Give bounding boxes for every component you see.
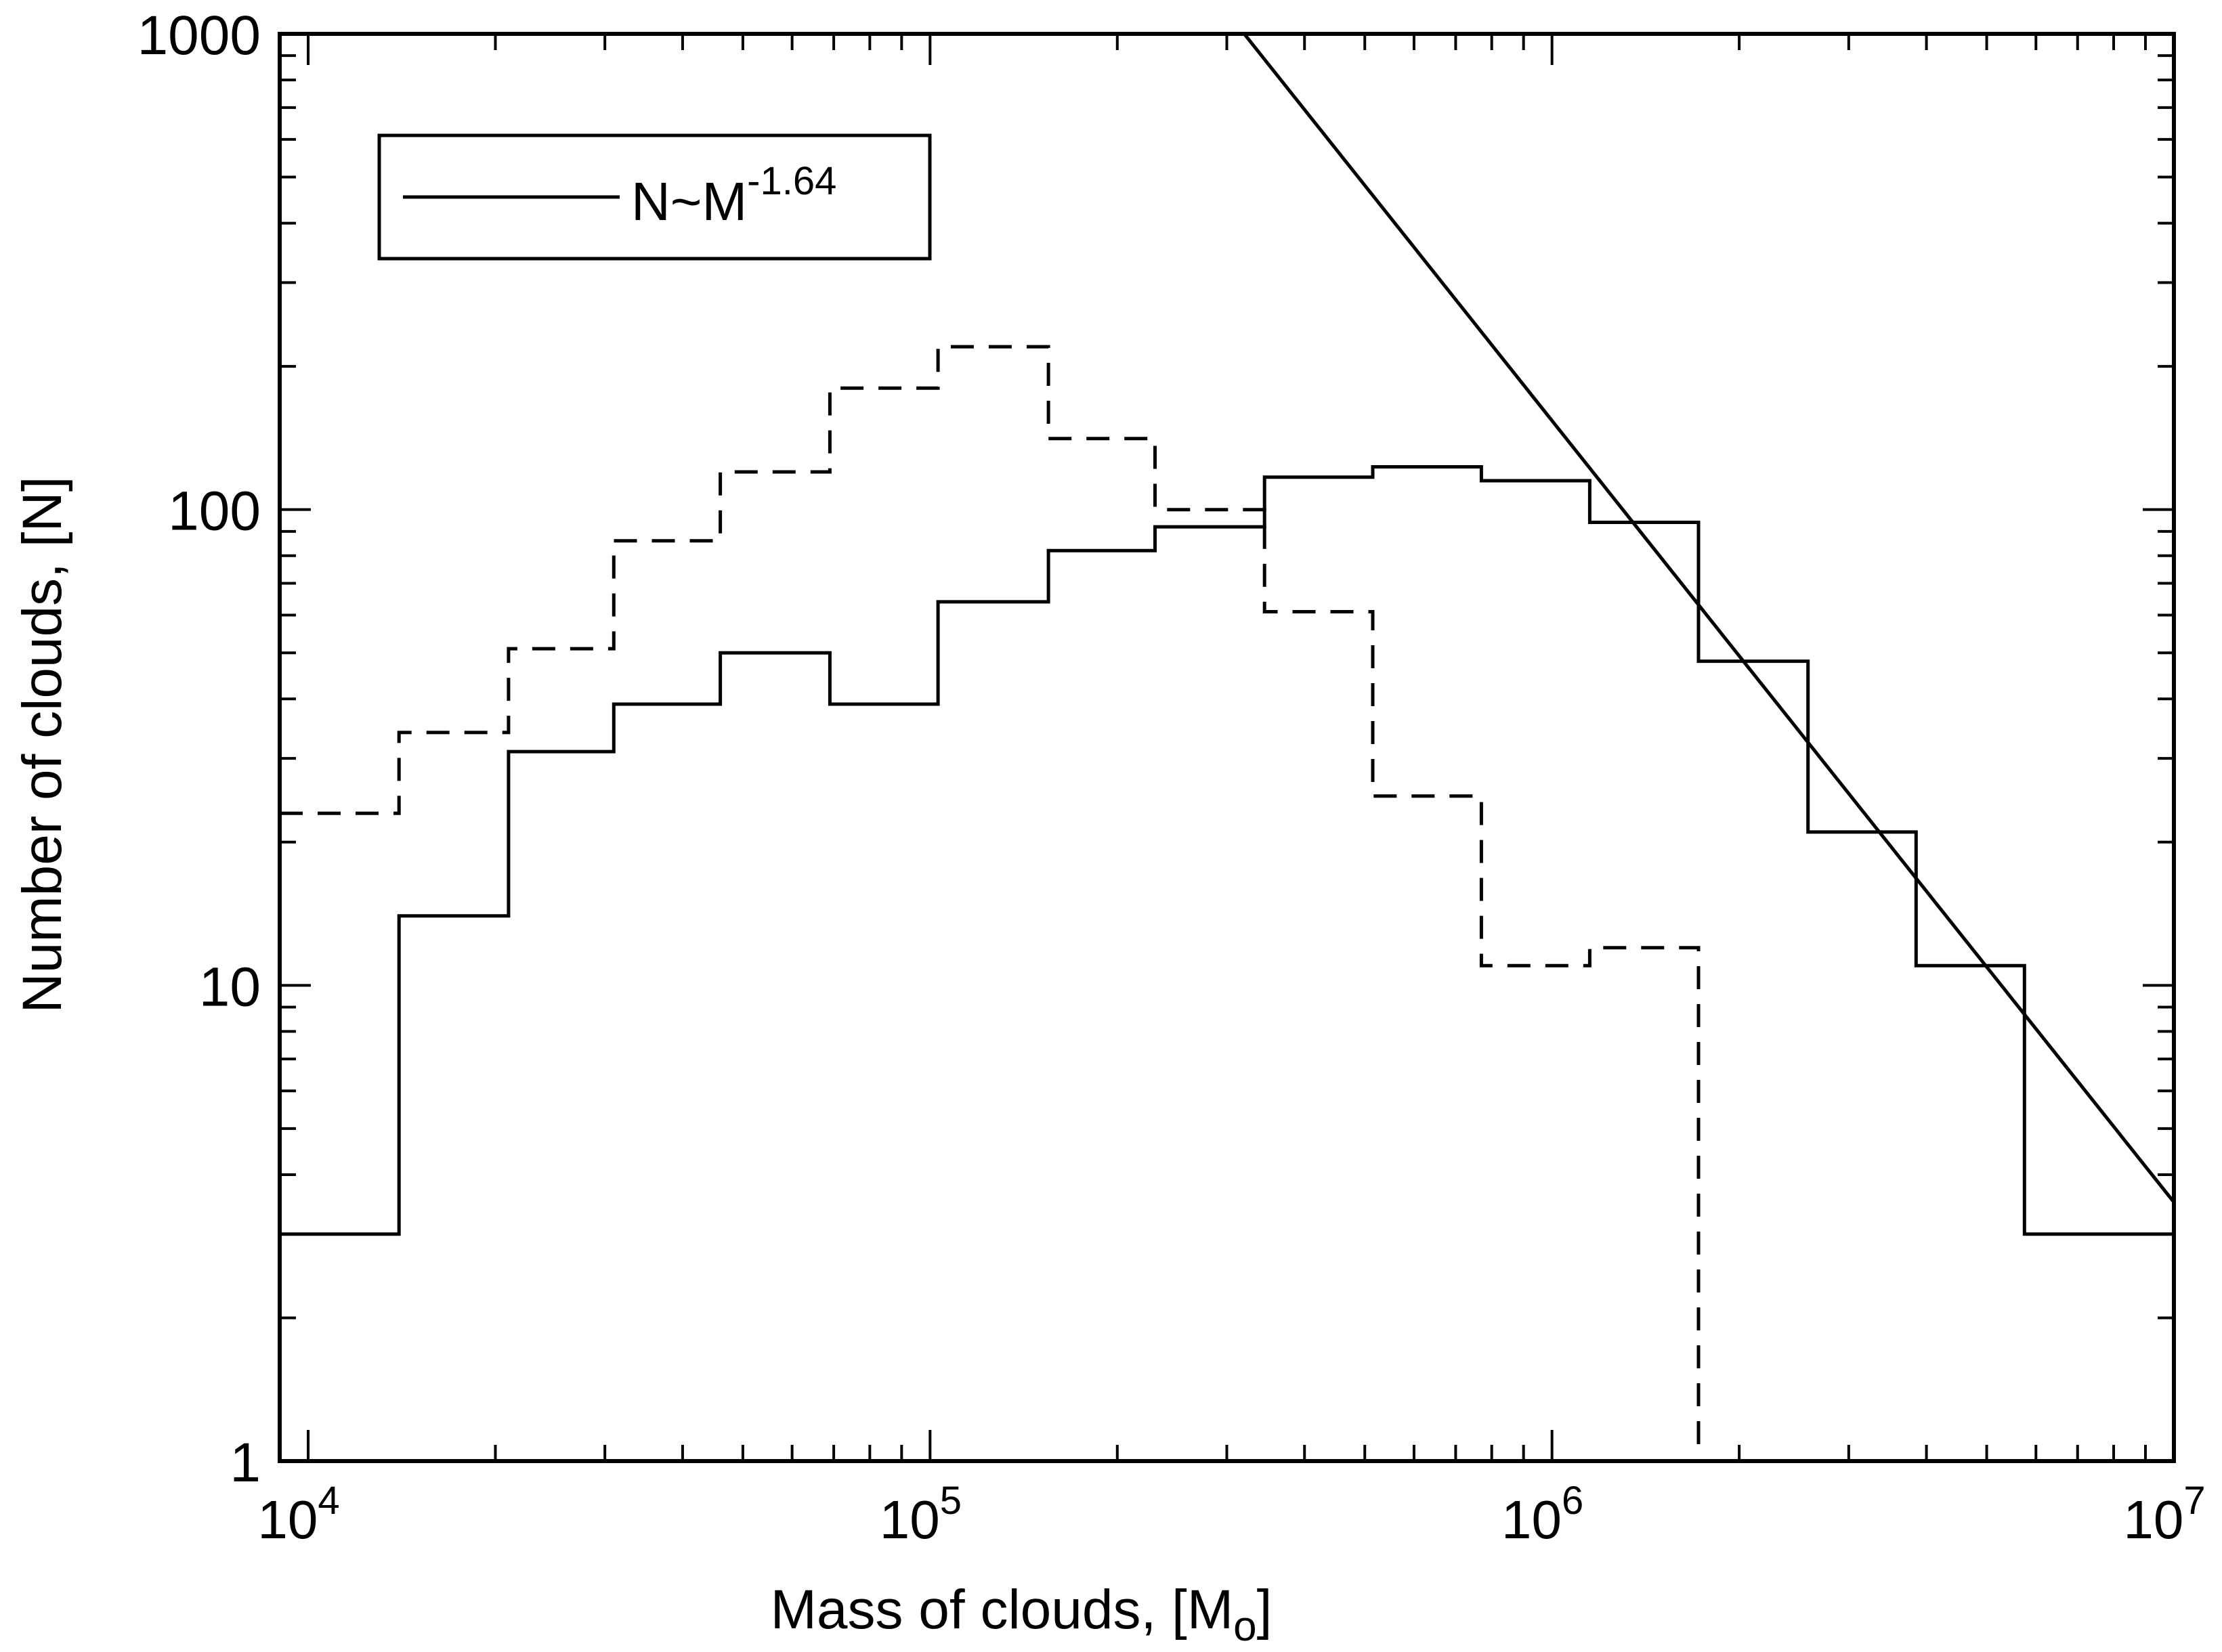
x-tick-label: 105 — [880, 1479, 962, 1550]
x-tick-label: 107 — [2123, 1479, 2205, 1550]
x-axis-title-subscript: o — [1233, 1603, 1256, 1650]
y-tick-label: 10 — [199, 956, 261, 1018]
y-tick-label: 100 — [168, 481, 261, 542]
legend-entry-powerlaw: N~M-1.64 — [631, 159, 836, 232]
legend: N~M-1.64 — [377, 133, 932, 261]
x-axis-title-end: ] — [1257, 1579, 1273, 1640]
x-tick-label-base: 10 — [1501, 1490, 1562, 1550]
series-layer — [280, 32, 2175, 1461]
x-tick-label: 106 — [1501, 1479, 1583, 1550]
x-tick-label-exponent: 6 — [1562, 1479, 1583, 1523]
x-tick-label-exponent: 4 — [318, 1479, 339, 1523]
x-tick-label-exponent: 5 — [940, 1479, 962, 1523]
x-tick-label-base: 10 — [2123, 1490, 2183, 1550]
x-axis-title-text: Mass of clouds, [M — [771, 1579, 1234, 1640]
series-solid-line — [1243, 32, 2175, 1204]
series-solid-step — [280, 465, 2174, 1236]
x-axis-title: Mass of clouds, [Mo] — [771, 1579, 1273, 1650]
y-tick-label: 1 — [230, 1432, 261, 1494]
legend-name: N~M — [631, 171, 747, 232]
axis-ticks — [278, 32, 2175, 1462]
series-dashed-step — [280, 345, 1701, 1461]
x-tick-label-base: 10 — [257, 1490, 318, 1550]
y-tick-label: 1000 — [137, 5, 261, 66]
y-axis-title: Number of clouds, [N] — [12, 477, 73, 1014]
x-tick-label: 104 — [257, 1479, 339, 1550]
x-tick-label-exponent: 7 — [2183, 1479, 2205, 1523]
legend-exponent: -1.64 — [747, 159, 836, 203]
x-tick-label-base: 10 — [880, 1490, 940, 1550]
